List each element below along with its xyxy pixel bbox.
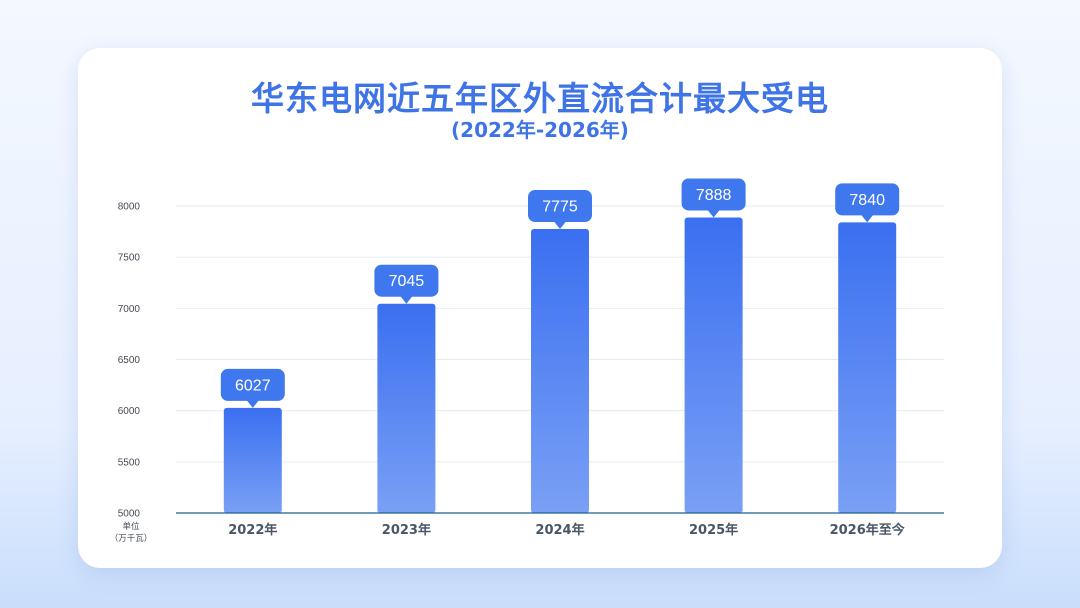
x-tick-label: 2025年 [689, 522, 738, 538]
x-tick-label: 2022年 [228, 522, 277, 538]
chart-title: 华东电网近五年区外直流合计最大受电 [251, 79, 829, 118]
unit-label-line1: 单位 [122, 521, 140, 532]
unit-label-line2: （万千瓦） [110, 533, 153, 544]
y-tick-label: 7000 [118, 304, 141, 315]
y-tick-label: 5000 [118, 509, 141, 520]
value-label-text: 6027 [235, 377, 271, 394]
bar [838, 222, 897, 513]
value-labels: 6027 7045 7775 7888 7840 [220, 178, 900, 408]
value-label-pointer [707, 209, 720, 218]
bar [684, 217, 743, 513]
y-tick-label: 6500 [118, 355, 141, 366]
bars [223, 217, 897, 513]
chart-subtitle: (2022年-2026年) [451, 118, 629, 142]
x-tick-label: 2026年至今 [830, 522, 906, 538]
value-label: 7775 [528, 190, 592, 230]
value-label: 7840 [835, 183, 900, 223]
value-label-pointer [554, 221, 566, 230]
value-label-bubble [220, 368, 285, 401]
value-label: 7888 [681, 178, 746, 218]
y-axis-ticks: 5000 5500 6000 6500 7000 7500 8000 [118, 202, 141, 520]
value-label-bubble [835, 183, 900, 216]
value-label-text: 7840 [849, 192, 885, 209]
y-tick-label: 5500 [118, 457, 141, 468]
y-tick-label: 7500 [118, 253, 141, 264]
y-tick-label: 6000 [118, 406, 141, 417]
value-label-pointer [400, 296, 413, 304]
value-label-bubble [528, 190, 592, 223]
x-tick-label: 2023年 [382, 522, 431, 538]
value-label: 6027 [220, 368, 285, 408]
bar [531, 229, 589, 513]
value-label-text: 7775 [542, 199, 578, 216]
bar [223, 407, 282, 513]
value-label-pointer [246, 400, 259, 408]
value-label-text: 7888 [696, 187, 732, 204]
value-label-text: 7045 [389, 273, 425, 290]
value-label-bubble [681, 178, 746, 211]
value-label: 7045 [374, 264, 439, 304]
x-axis-categories: 2022年 2023年 2024年 2025年 2026年至今 [228, 522, 906, 538]
value-label-bubble [374, 264, 439, 297]
bar [377, 303, 436, 513]
x-tick-label: 2024年 [535, 522, 584, 538]
value-label-pointer [861, 214, 874, 223]
y-tick-label: 8000 [118, 202, 141, 213]
